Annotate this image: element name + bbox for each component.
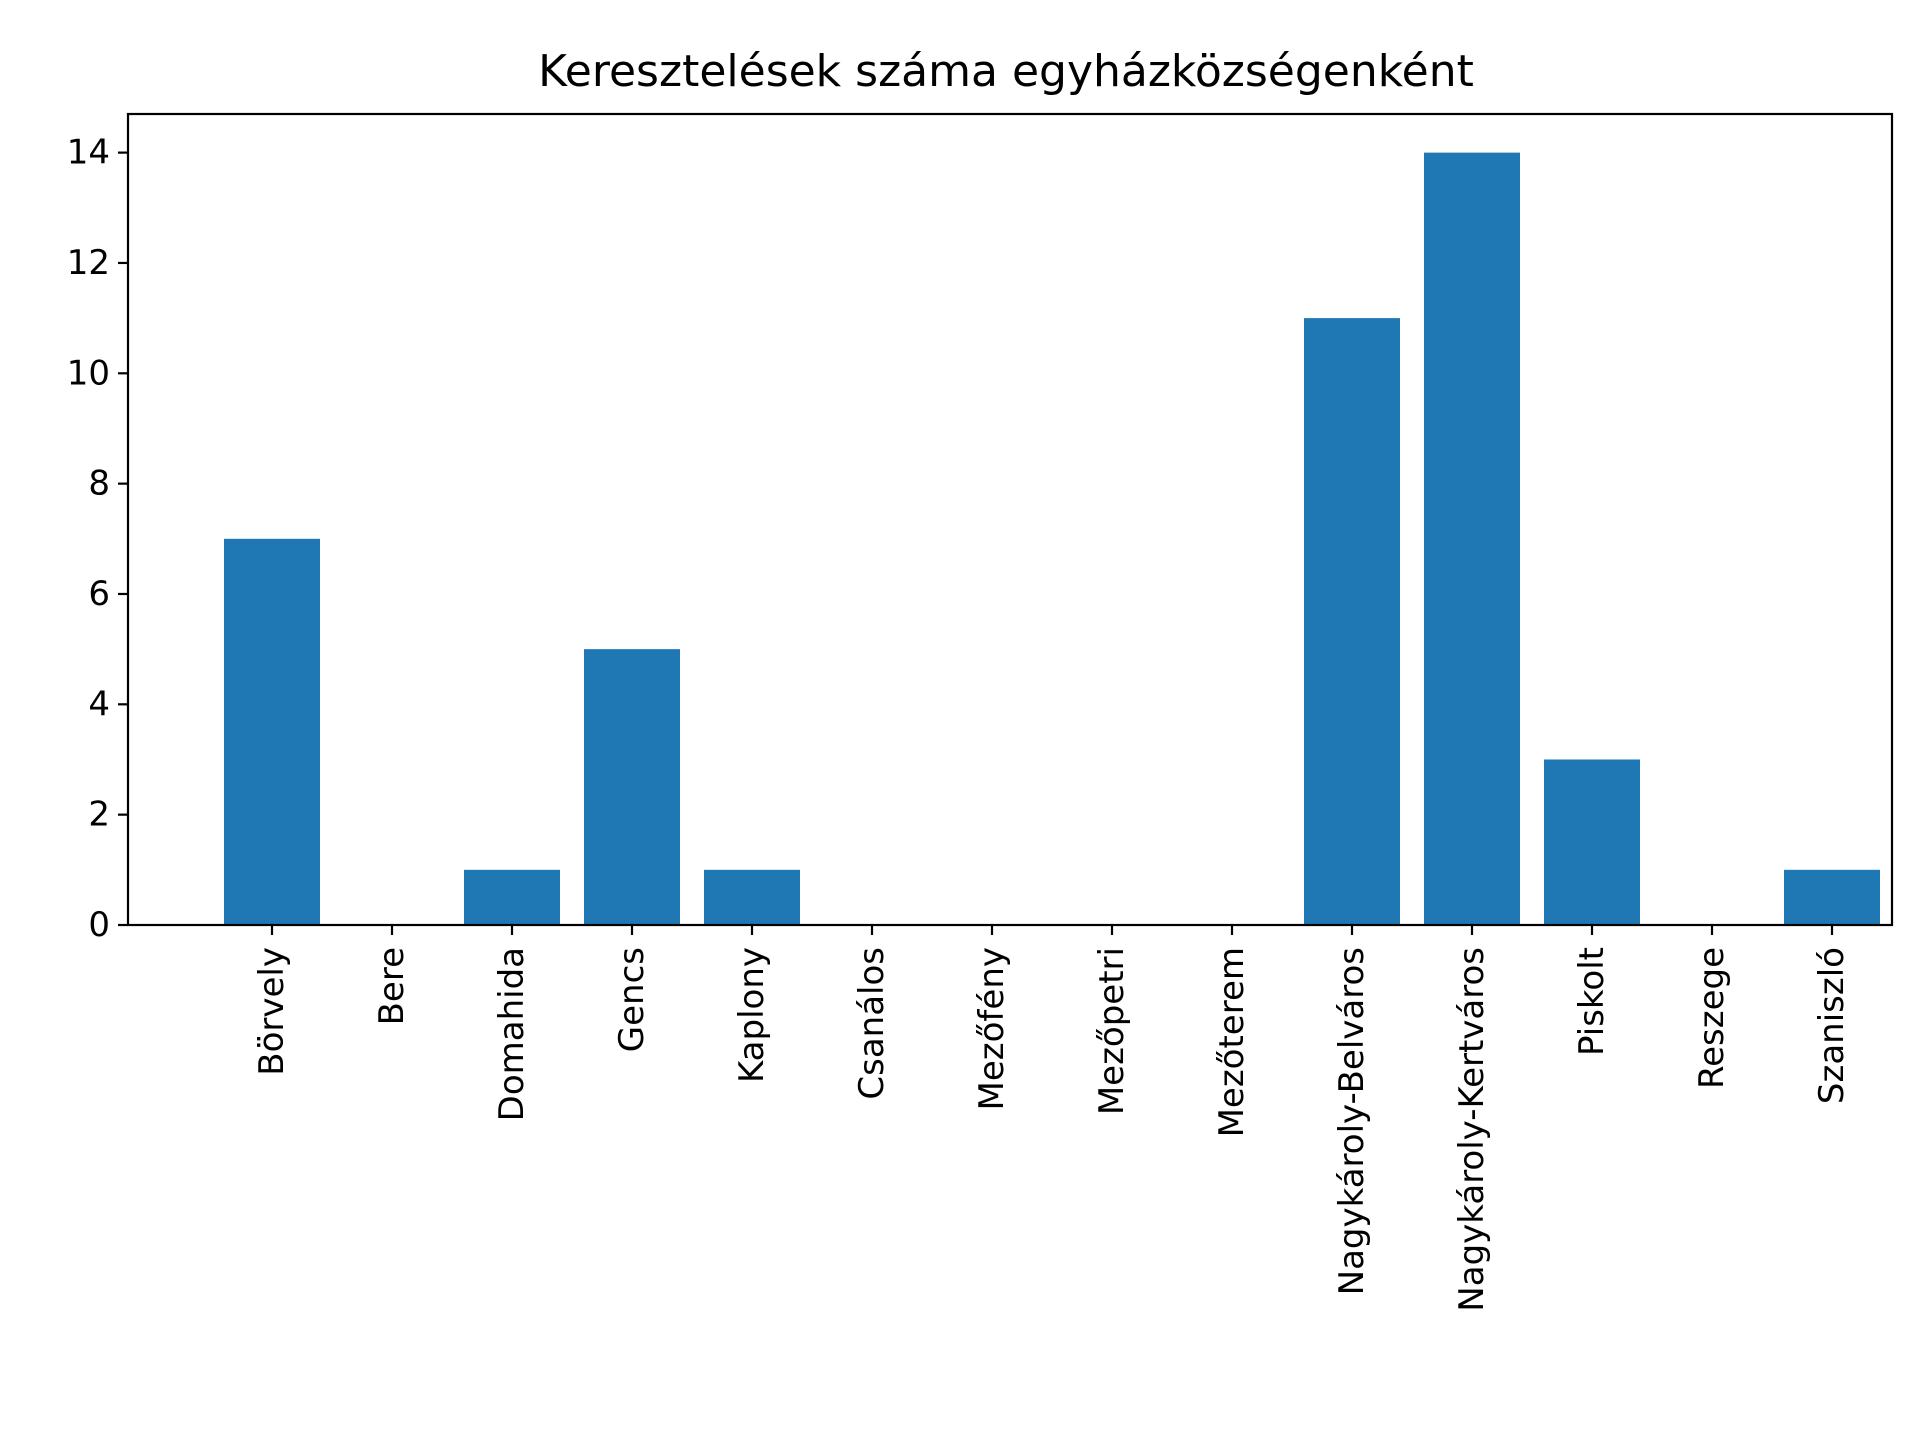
x-tick-label-4: Kaplony: [732, 947, 772, 1083]
x-tick-label-6: Mezőfény: [972, 947, 1012, 1110]
y-tick-label-2: 4: [88, 684, 110, 724]
y-tick-label-6: 12: [67, 243, 110, 283]
y-tick-label-5: 10: [67, 353, 110, 393]
x-tick-label-13: Szaniszló: [1812, 947, 1852, 1104]
x-tick-label-11: Piskolt: [1572, 947, 1612, 1056]
x-axis: Börvely Bere Domahida Gencs Kaplony Csanálos M…: [252, 925, 1852, 1312]
y-tick-label-7: 14: [67, 133, 110, 173]
x-tick-label-7: Mezőpetri: [1092, 947, 1132, 1115]
bar-0: [224, 538, 320, 925]
x-tick-label-3: Gencs: [612, 947, 652, 1052]
x-tick-label-5: Csanálos: [852, 947, 892, 1100]
x-tick-label-0: Börvely: [252, 947, 292, 1076]
y-tick-label-3: 6: [88, 574, 110, 614]
bar-11: [1544, 759, 1640, 925]
x-tick-label-12: Reszege: [1692, 947, 1732, 1089]
bar-4: [704, 869, 800, 925]
bars-group: [224, 152, 1880, 925]
y-tick-label-4: 8: [88, 464, 110, 504]
x-tick-label-8: Mezőterem: [1212, 947, 1252, 1137]
bar-3: [584, 649, 680, 925]
plot-frame: [126, 112, 1894, 927]
y-axis: 0 2 4 6 8 10 12 14: [67, 133, 128, 945]
bar-9: [1304, 318, 1400, 925]
bar-10: [1424, 152, 1520, 925]
x-tick-label-9: Nagykároly-Belváros: [1332, 947, 1372, 1295]
y-tick-label-0: 0: [88, 905, 110, 945]
y-tick-label-1: 2: [88, 795, 110, 835]
bar-2: [464, 869, 560, 925]
x-tick-label-2: Domahida: [492, 947, 532, 1121]
chart-title: Keresztelések száma egyházközségenként: [538, 46, 1474, 97]
x-tick-label-1: Bere: [372, 947, 412, 1025]
bar-13: [1784, 869, 1880, 925]
x-tick-label-10: Nagykároly-Kertváros: [1452, 947, 1492, 1312]
